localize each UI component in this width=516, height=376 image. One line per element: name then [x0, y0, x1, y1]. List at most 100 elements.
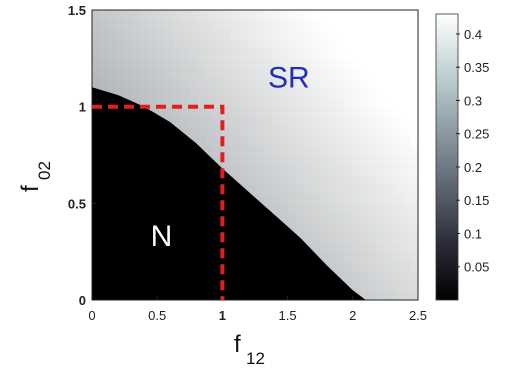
heat-cell: [246, 97, 256, 108]
heat-cell: [344, 193, 354, 204]
heat-cell: [100, 58, 109, 69]
heat-cell: [116, 19, 126, 30]
heat-cell: [197, 135, 207, 146]
heat-cell: [246, 39, 256, 50]
heat-cell: [295, 164, 305, 175]
heat-cell: [222, 19, 232, 30]
heat-cell: [271, 97, 281, 108]
heat-cell: [206, 29, 215, 40]
heat-cell: [295, 77, 305, 88]
heat-cell: [140, 77, 150, 88]
heat-cell: [369, 145, 378, 156]
heat-cell: [271, 106, 281, 117]
heat-cell: [401, 87, 411, 98]
heat-cell: [230, 164, 240, 175]
heat-cell: [246, 106, 256, 117]
heat-cell: [328, 116, 338, 127]
heat-cell: [401, 213, 411, 224]
heat-cell: [246, 164, 256, 175]
heat-cell: [271, 19, 281, 30]
heat-cell: [393, 29, 403, 40]
heat-cell: [336, 203, 346, 214]
heat-cell: [312, 29, 321, 40]
heat-cell: [401, 48, 411, 59]
heat-cell: [279, 106, 289, 117]
heat-cell: [344, 155, 354, 166]
heat-cell: [230, 58, 240, 69]
heat-cell: [328, 97, 338, 108]
heat-cell: [246, 48, 256, 59]
heat-cell: [189, 135, 199, 146]
heat-cell: [214, 116, 223, 127]
heat-cell: [401, 271, 411, 282]
heat-cell: [116, 58, 126, 69]
heat-cell: [344, 97, 354, 108]
heat-cell: [312, 39, 321, 50]
heat-cell: [320, 48, 329, 59]
heat-cell: [336, 261, 346, 272]
heat-cell: [401, 203, 411, 214]
heat-cell: [149, 29, 158, 40]
heat-cell: [369, 97, 378, 108]
heat-cell: [206, 87, 215, 98]
heat-cell: [352, 106, 362, 117]
heat-cell: [328, 184, 338, 195]
x-axis-label-main: f: [234, 331, 241, 358]
heat-cell: [246, 29, 256, 40]
heat-cell: [312, 77, 321, 88]
heat-cell: [238, 174, 248, 185]
heat-cell: [369, 290, 378, 300]
heat-cell: [108, 39, 118, 50]
heat-cell: [328, 193, 338, 204]
heat-cell: [320, 222, 329, 233]
heat-cell: [377, 87, 386, 98]
heat-cell: [401, 116, 411, 127]
heat-cell: [360, 135, 370, 146]
heat-cell: [328, 58, 338, 69]
heat-cell: [344, 251, 354, 262]
heat-cell: [140, 39, 150, 50]
heat-cell: [230, 87, 240, 98]
heat-cell: [360, 39, 370, 50]
heat-cell: [271, 164, 281, 175]
heat-cell: [336, 116, 346, 127]
heat-cell: [385, 261, 395, 272]
heat-cell: [263, 203, 272, 214]
heat-cell: [246, 19, 256, 30]
heat-cell: [263, 164, 272, 175]
heat-cell: [409, 29, 418, 40]
heat-cell: [165, 77, 175, 88]
heat-cell: [108, 29, 118, 40]
heat-cell: [352, 232, 362, 243]
heat-cell: [320, 232, 329, 243]
heat-cell: [279, 48, 289, 59]
heat-cell: [132, 68, 142, 79]
heat-cell: [352, 58, 362, 69]
heat-cell: [369, 68, 378, 79]
heat-cell: [360, 271, 370, 282]
heat-cell: [360, 106, 370, 117]
heat-cell: [295, 106, 305, 117]
heat-cell: [189, 19, 199, 30]
heat-cell: [401, 106, 411, 117]
heat-cell: [197, 97, 207, 108]
heat-cell: [360, 58, 370, 69]
heat-cell: [385, 116, 395, 127]
heat-cell: [369, 106, 378, 117]
heat-cell: [116, 10, 126, 21]
heat-cell: [401, 290, 411, 300]
heat-cell: [263, 97, 272, 108]
heat-cell: [360, 261, 370, 272]
heat-cell: [246, 135, 256, 146]
heat-cell: [336, 174, 346, 185]
heat-cell: [344, 116, 354, 127]
heat-cell: [295, 184, 305, 195]
heat-cell: [409, 271, 418, 282]
heat-cell: [197, 39, 207, 50]
heat-cell: [287, 48, 297, 59]
heat-cell: [222, 145, 232, 156]
colorbar: [435, 13, 459, 301]
heat-cell: [295, 135, 305, 146]
heat-cell: [369, 116, 378, 127]
heat-cell: [271, 58, 281, 69]
